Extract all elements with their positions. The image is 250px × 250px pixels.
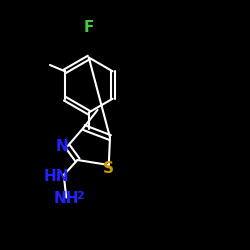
Text: N: N: [56, 139, 68, 154]
Text: F: F: [84, 20, 94, 35]
Text: NH: NH: [54, 191, 79, 206]
Text: 2: 2: [76, 191, 84, 201]
Text: HN: HN: [44, 169, 69, 184]
Text: S: S: [103, 161, 114, 176]
